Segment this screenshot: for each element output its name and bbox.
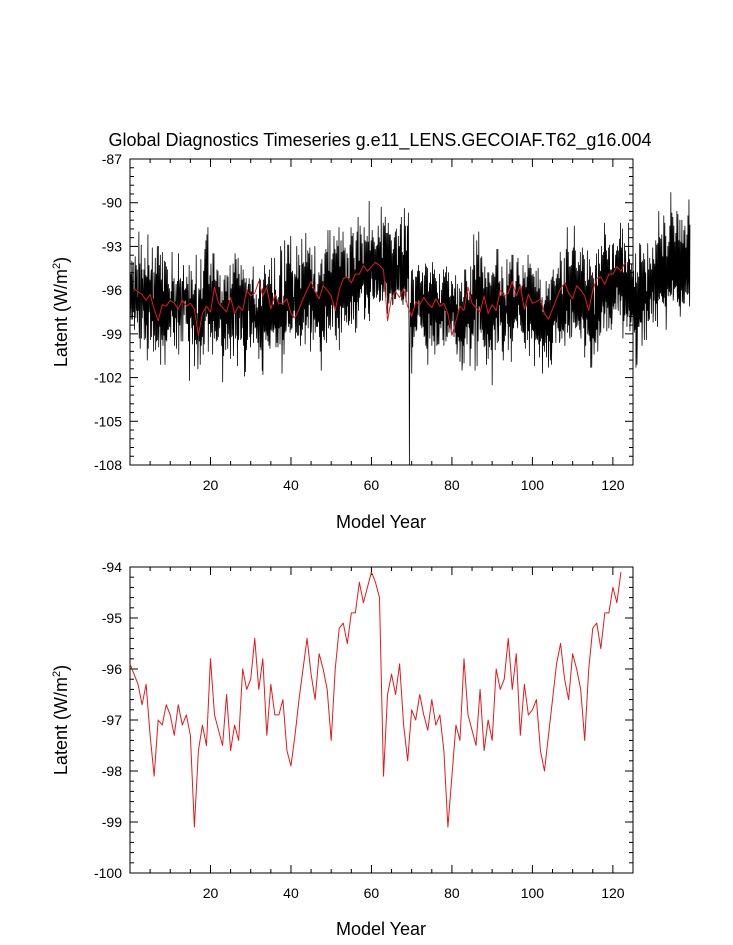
y-tick-label: -95 <box>102 610 122 626</box>
series-group-top <box>129 192 691 466</box>
y-axis-label-bottom: Latent (W/m2) <box>51 665 71 775</box>
x-tick-label: 20 <box>203 885 219 901</box>
y-tick-label: -102 <box>94 370 122 386</box>
top-panel: 20 40 60 80 100 120 -108 -105 -102 -99 -96 -93 -90 -8… <box>51 151 691 532</box>
y-tick-label: -97 <box>102 712 122 728</box>
x-tick-label: 120 <box>601 885 625 901</box>
x-axis-label-top: Model Year <box>336 512 426 532</box>
x-axis-label-bottom: Model Year <box>336 919 426 939</box>
x-tick-label: 20 <box>203 477 219 493</box>
tick-group-bottom: 20 40 60 80 100 120 -100 -99 -98 -97 -96 -95 -94 <box>94 559 633 901</box>
series-group-bottom <box>129 571 622 828</box>
bottom-panel: 20 40 60 80 100 120 -100 -99 -98 -97 -96 -95 -94 Mod… <box>51 559 634 939</box>
x-tick-label: 40 <box>283 885 299 901</box>
y-tick-label: -93 <box>102 238 122 254</box>
x-tick-label: 100 <box>521 477 545 493</box>
x-tick-label: 60 <box>364 477 380 493</box>
annual-mean-series-line <box>129 571 622 828</box>
y-tick-label: -96 <box>102 282 122 298</box>
y-tick-label: -87 <box>102 151 122 167</box>
y-tick-label: -94 <box>102 559 122 575</box>
chart-title: Global Diagnostics Timeseries g.e11_LENS… <box>109 130 652 151</box>
y-tick-label: -99 <box>102 326 122 342</box>
y-tick-label: -98 <box>102 763 122 779</box>
y-tick-label: -100 <box>94 865 122 881</box>
y-axis-label-top: Latent (W/m2) <box>51 257 71 367</box>
y-tick-label: -105 <box>94 413 122 429</box>
plot-frame-bottom <box>129 566 634 874</box>
y-tick-label: -108 <box>94 457 122 473</box>
y-tick-label: -99 <box>102 814 122 830</box>
x-tick-label: 40 <box>283 477 299 493</box>
x-tick-label: 80 <box>444 885 460 901</box>
y-tick-label: -90 <box>102 195 122 211</box>
x-tick-label: 80 <box>444 477 460 493</box>
monthly-series-line <box>129 192 691 466</box>
x-tick-label: 60 <box>364 885 380 901</box>
x-tick-label: 100 <box>521 885 545 901</box>
annual-mean-series-line <box>133 261 626 336</box>
x-tick-label: 120 <box>601 477 625 493</box>
y-tick-label: -96 <box>102 661 122 677</box>
